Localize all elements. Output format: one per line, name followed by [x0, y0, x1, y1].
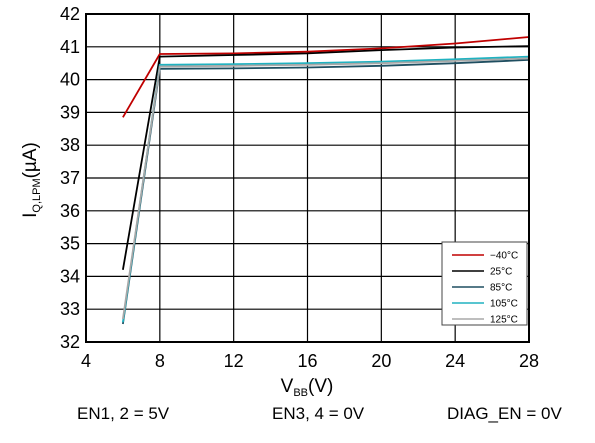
- y-tick-label: 40: [60, 70, 80, 90]
- y-tick-label: 38: [60, 135, 80, 155]
- legend-label: 25°C: [490, 267, 512, 278]
- y-tick-label: 41: [60, 37, 80, 57]
- legend-label: 125°C: [490, 315, 518, 326]
- x-tick-label: 8: [155, 351, 165, 371]
- y-tick-label: 34: [60, 266, 80, 286]
- chart: 4 8 12 16 20 24 28 32 33 34 35 36 37 38 39 40 41 42 IQ,L…: [20, 4, 539, 399]
- y-axis-label: IQ,LPM(µA): [20, 142, 43, 218]
- x-axis-label-main: V: [281, 376, 294, 397]
- series-lines: [122, 36, 530, 325]
- x-tick-labels: 4 8 12 16 20 24 28: [81, 351, 539, 371]
- condition-diag-en: DIAG_EN = 0V: [447, 404, 562, 423]
- condition-en34: EN3, 4 = 0V: [272, 404, 365, 423]
- x-axis-label-unit: (V): [308, 376, 333, 397]
- y-axis-label-main: I: [20, 213, 41, 218]
- legend-label: 85°C: [490, 283, 512, 294]
- y-tick-label: 35: [60, 234, 80, 254]
- y-tick-label: 32: [60, 332, 80, 352]
- y-axis-label-sub: Q,LPM: [31, 178, 43, 212]
- condition-en12: EN1, 2 = 5V: [77, 404, 170, 423]
- legend: −40°C 25°C 85°C 105°C 125°C: [441, 241, 528, 326]
- y-tick-labels: 32 33 34 35 36 37 38 39 40 41 42: [60, 4, 80, 352]
- y-axis-label-unit: (µA): [20, 142, 41, 178]
- y-tick-label: 36: [60, 201, 80, 221]
- plot-frame: [85, 13, 530, 343]
- y-tick-label: 37: [60, 168, 80, 188]
- x-tick-label: 24: [445, 351, 465, 371]
- x-axis-label-sub: BB: [293, 387, 308, 399]
- x-axis-label: VBB(V): [281, 376, 334, 399]
- series-line: [122, 36, 530, 118]
- series-line: [122, 45, 530, 270]
- legend-label: −40°C: [490, 251, 518, 262]
- test-conditions: EN1, 2 = 5V EN3, 4 = 0V DIAG_EN = 0V: [0, 404, 595, 434]
- legend-box: [441, 241, 528, 326]
- y-tick-label: 33: [60, 299, 80, 319]
- x-tick-label: 28: [519, 351, 539, 371]
- x-tick-label: 4: [81, 351, 91, 371]
- y-tick-label: 39: [60, 102, 80, 122]
- series-line: [122, 55, 530, 323]
- x-tick-label: 16: [297, 351, 317, 371]
- x-tick-label: 12: [224, 351, 244, 371]
- legend-label: 105°C: [490, 299, 518, 310]
- x-tick-label: 20: [371, 351, 391, 371]
- y-tick-label: 42: [60, 4, 80, 24]
- series-line: [122, 57, 530, 320]
